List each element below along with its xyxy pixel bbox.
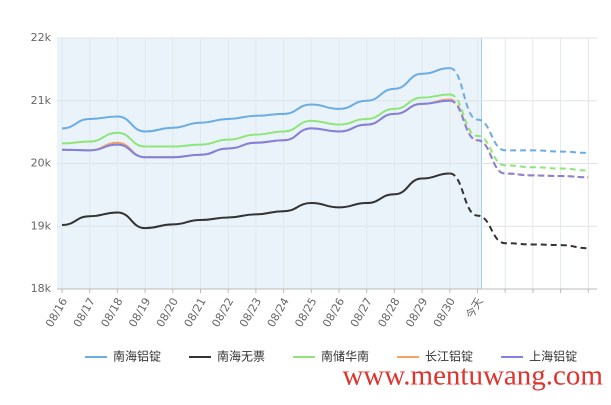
forecast-line [449,99,589,179]
legend-label: 上海铝锭 [529,349,577,364]
series-line [61,93,450,148]
series-line [61,67,450,133]
y-tick-label: 19k [31,219,52,232]
y-tick-label: 22k [31,31,52,44]
y-tick-label: 20k [31,157,52,170]
forecast-line [449,93,589,172]
watermark: www.mentuwang.com [342,360,603,392]
y-tick-label: 18k [31,282,52,295]
legend-label: 南储华南 [321,349,369,364]
legend-label: 长江铝锭 [425,349,473,364]
legend-label: 南海无票 [217,349,265,364]
series-line [61,99,450,159]
forecast-line [449,67,589,154]
forecast-line [449,172,589,250]
series-line [61,172,450,230]
y-tick-label: 21k [31,94,52,107]
legend-label: 南海铝锭 [113,349,161,364]
